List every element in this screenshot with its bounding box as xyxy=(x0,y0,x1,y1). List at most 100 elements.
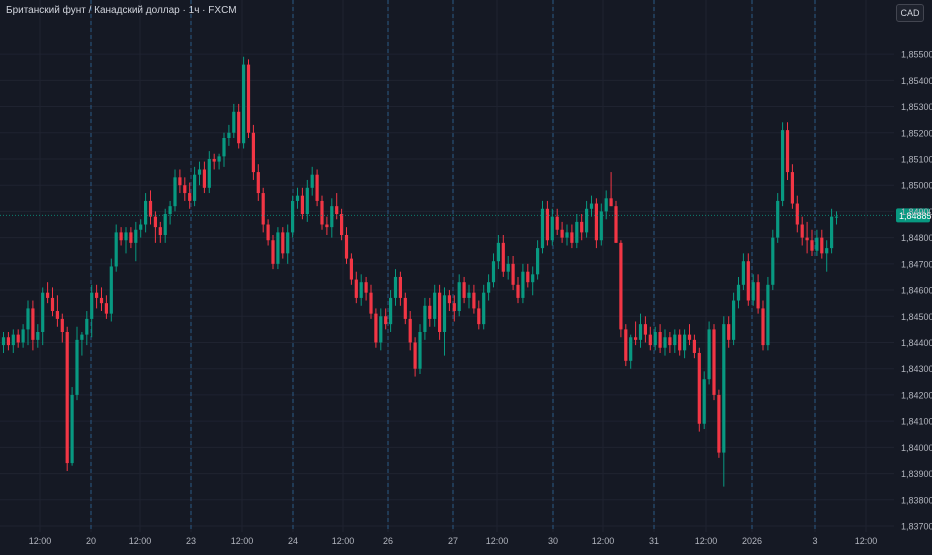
candle[interactable] xyxy=(624,324,628,367)
candle[interactable] xyxy=(805,221,809,254)
candle[interactable] xyxy=(75,326,79,401)
candle[interactable] xyxy=(266,219,270,246)
candle[interactable] xyxy=(707,321,711,385)
candle[interactable] xyxy=(325,216,329,235)
candle[interactable] xyxy=(41,287,45,346)
candle[interactable] xyxy=(506,255,510,280)
candle[interactable] xyxy=(256,164,260,201)
candle[interactable] xyxy=(477,300,481,330)
candle[interactable] xyxy=(815,229,819,256)
candle[interactable] xyxy=(310,166,314,196)
candle[interactable] xyxy=(575,214,579,249)
candle[interactable] xyxy=(134,221,138,262)
candle[interactable] xyxy=(31,300,35,351)
candle[interactable] xyxy=(433,284,437,327)
candle[interactable] xyxy=(291,195,295,238)
candle[interactable] xyxy=(614,200,618,243)
candle[interactable] xyxy=(423,297,427,340)
candle[interactable] xyxy=(457,274,461,317)
candle[interactable] xyxy=(732,292,736,346)
candle[interactable] xyxy=(589,195,594,217)
time-axis[interactable]: 12:00 20 12:00 23 12:00 24 12:00 26 27 12:00 30 12:… xyxy=(29,536,878,546)
candle[interactable] xyxy=(354,271,358,304)
candle[interactable] xyxy=(521,263,525,304)
candle[interactable] xyxy=(114,224,118,272)
candle[interactable] xyxy=(207,151,211,194)
candle[interactable] xyxy=(232,103,236,138)
candle[interactable] xyxy=(594,198,598,249)
candle[interactable] xyxy=(144,193,148,233)
candles-layer[interactable] xyxy=(1,56,839,487)
candle[interactable] xyxy=(271,235,275,270)
candle[interactable] xyxy=(776,193,780,243)
candle[interactable] xyxy=(648,326,652,351)
candle[interactable] xyxy=(104,295,108,319)
candle[interactable] xyxy=(95,284,99,309)
candle[interactable] xyxy=(251,124,255,180)
candle[interactable] xyxy=(702,371,706,429)
candle[interactable] xyxy=(467,284,471,309)
candle[interactable] xyxy=(697,347,701,432)
candle[interactable] xyxy=(6,332,10,351)
candle[interactable] xyxy=(629,334,633,369)
candle[interactable] xyxy=(653,326,657,351)
candle[interactable] xyxy=(389,290,393,332)
candle[interactable] xyxy=(717,389,721,458)
candle[interactable] xyxy=(50,287,55,317)
candle[interactable] xyxy=(188,182,192,209)
candle[interactable] xyxy=(237,103,241,149)
candle[interactable] xyxy=(643,316,647,343)
candle[interactable] xyxy=(722,316,726,487)
candle[interactable] xyxy=(766,276,770,351)
candle[interactable] xyxy=(501,235,505,277)
candle[interactable] xyxy=(746,253,750,306)
candle[interactable] xyxy=(286,224,290,264)
candle[interactable] xyxy=(153,211,157,243)
candle[interactable] xyxy=(60,313,64,343)
candle[interactable] xyxy=(173,169,177,212)
candle[interactable] xyxy=(359,274,363,306)
currency-button[interactable]: CAD xyxy=(896,4,924,22)
candle[interactable] xyxy=(609,172,613,207)
candle[interactable] xyxy=(462,276,466,304)
candle[interactable] xyxy=(531,266,535,296)
candle[interactable] xyxy=(619,240,623,338)
candle[interactable] xyxy=(472,284,476,314)
candle[interactable] xyxy=(384,308,388,330)
candle[interactable] xyxy=(281,227,285,259)
candle[interactable] xyxy=(585,200,589,238)
candle[interactable] xyxy=(736,276,741,309)
candle[interactable] xyxy=(570,224,574,249)
candle[interactable] xyxy=(810,229,814,256)
candle[interactable] xyxy=(668,332,672,353)
candle[interactable] xyxy=(727,316,731,348)
candle[interactable] xyxy=(276,227,280,270)
candle[interactable] xyxy=(344,227,349,264)
candle[interactable] xyxy=(442,287,447,356)
candle[interactable] xyxy=(785,122,790,180)
candle[interactable] xyxy=(408,311,412,351)
candle[interactable] xyxy=(163,208,167,243)
candle[interactable] xyxy=(369,284,373,319)
candle[interactable] xyxy=(761,300,765,351)
candle[interactable] xyxy=(795,195,799,233)
candle[interactable] xyxy=(16,329,20,348)
candle[interactable] xyxy=(212,153,216,170)
candle[interactable] xyxy=(36,324,40,348)
candle[interactable] xyxy=(413,337,417,377)
candle[interactable] xyxy=(452,295,456,322)
candle[interactable] xyxy=(825,240,829,272)
candle[interactable] xyxy=(511,255,515,291)
candle[interactable] xyxy=(242,56,246,149)
candle[interactable] xyxy=(85,311,89,346)
candle[interactable] xyxy=(217,153,221,170)
candle[interactable] xyxy=(119,227,123,246)
candle[interactable] xyxy=(599,203,603,246)
candle[interactable] xyxy=(393,269,398,306)
candle[interactable] xyxy=(580,214,584,241)
candle[interactable] xyxy=(374,308,378,348)
candle[interactable] xyxy=(790,164,794,209)
candle[interactable] xyxy=(379,308,383,351)
candle[interactable] xyxy=(496,235,500,270)
candle[interactable] xyxy=(638,313,643,348)
